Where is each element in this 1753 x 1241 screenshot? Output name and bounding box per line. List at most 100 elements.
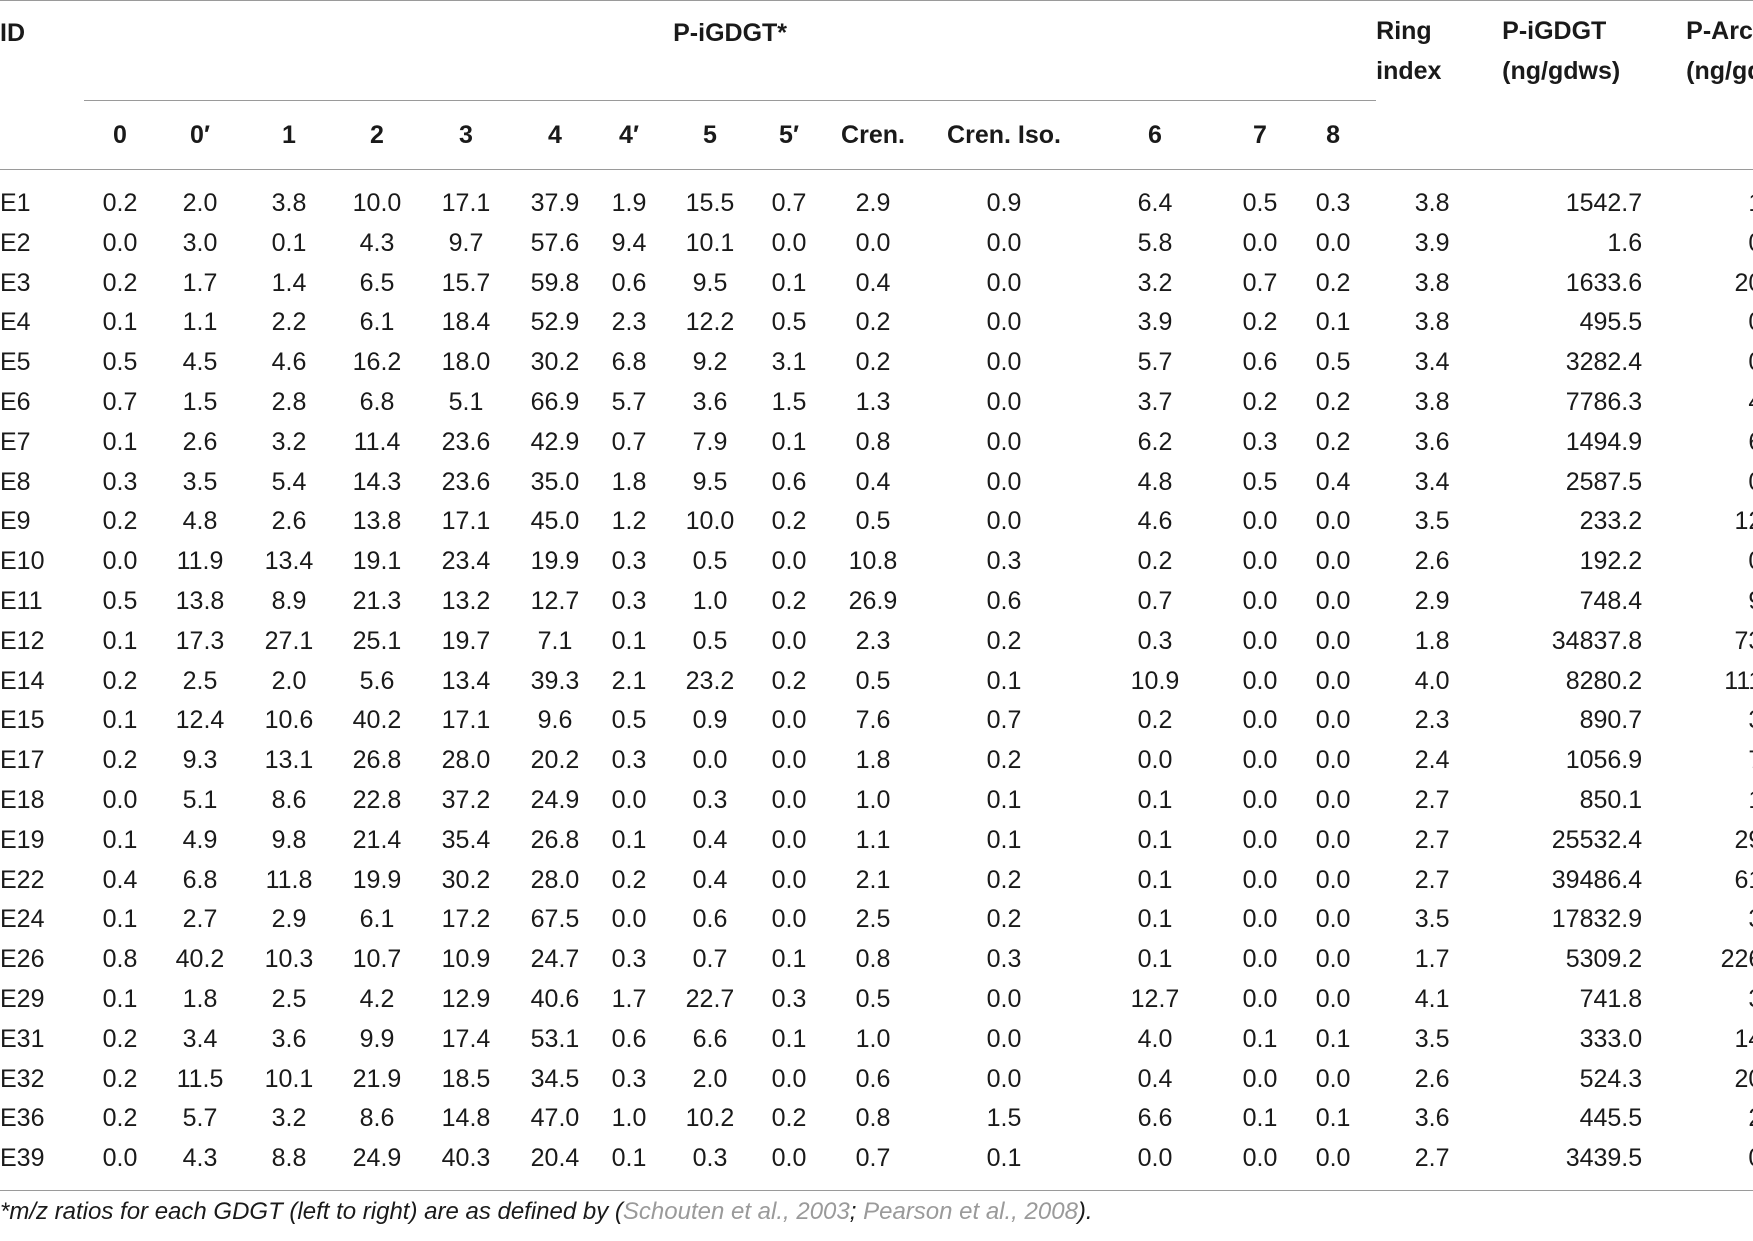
subheader-cell: Cren. [818,100,928,170]
table-cell: 53.1 [530,1024,580,1053]
table-cell: 2.0 [271,666,307,695]
table-cell: 0.0 [1242,666,1278,695]
table-cell: 0.5 [102,348,138,377]
table-row: E19 0.1 4.9 9.8 21.4 35.4 26.8 0.1 0.4 0.0 1.1 0.1 0… [0,820,1753,860]
table-cell: 29.4 [1734,825,1753,854]
table-cell: 0.0 [986,268,1022,297]
table-cell: 25532.4 [1551,825,1643,854]
table-cell: 4.6 [271,348,307,377]
table-cell: 26.8 [530,825,580,854]
table-cell: 26.8 [352,746,402,775]
table-cell: 0.0 [1242,945,1278,974]
table-cell: 0.0 [1315,1064,1351,1093]
header-p-igdgt-line2: (ng/gdws) [1502,57,1621,85]
table-cell: 59.8 [530,268,580,297]
table-cell: 8280.2 [1565,666,1643,695]
header-group-p-igdgt: P-iGDGT* [84,0,1377,101]
table-cell: 0.2 [102,1064,138,1093]
table-cell: 3.2 [271,427,307,456]
table-cell: 22.8 [352,786,402,815]
table-cell: 39486.4 [1551,865,1643,894]
table-cell: 1.0 [692,587,728,616]
table-cell: 2.6 [182,427,218,456]
table-cell: 7786.3 [1565,388,1643,417]
table-cell: 66.9 [530,388,580,417]
table-cell: 0.0 [1686,303,1753,343]
table-cell: 0.2 [102,507,138,536]
table-cell: 0.0 [1315,587,1351,616]
subheader-cell: 0′ [156,100,244,170]
table-cell: 6.8 [611,348,647,377]
table-cell: 17.1 [441,706,491,735]
table-cell: 3.8 [1414,268,1450,297]
table-cell: 1.8 [611,467,647,496]
table-cell: 0.9 [986,189,1022,218]
table-cell: 0.4 [855,268,891,297]
table-cell: 3.4 [1414,348,1450,377]
table-cell: 3.9 [1137,308,1173,337]
table-cell: 2.1 [1686,1099,1753,1139]
table-cell: 2.7 [182,905,218,934]
table-cell: 0.0 [1315,825,1351,854]
table-cell: 4.0 [1137,1024,1173,1053]
header-p-archaeol-line2: (ng/gdws) [1686,57,1753,85]
table-cell: 1056.9 [1565,746,1643,775]
subheader-cell: 5′ [760,100,818,170]
row-id-cell: E4 [0,308,31,337]
table-cell: 0.0 [1242,985,1278,1014]
table-cell: 11.8 [265,865,313,894]
table-cell: 0.3 [102,467,138,496]
table-cell: 741.8 [1579,985,1643,1014]
subheader-cell: 7 [1230,100,1290,170]
table-cell: 0.0 [102,786,138,815]
table-row: E18 0.0 5.1 8.6 22.8 37.2 24.9 0.0 0.3 0.0 1.0 0.1 0… [0,781,1753,821]
table-cell: 0.1 [102,905,138,934]
table-cell: 13.8 [352,507,402,536]
table-cell: 2.1 [611,666,647,695]
table-cell: 0.3 [611,547,647,576]
table-cell: 47.0 [530,1104,580,1133]
row-id-cell: E29 [0,985,45,1014]
table-cell: 0.4 [692,865,728,894]
table-cell: 0.1 [771,945,807,974]
footnote-separator: ; [849,1198,864,1225]
table-cell: 23.2 [685,666,735,695]
footnote-ref-pearson[interactable]: Pearson et al., 2008 [863,1198,1078,1225]
header-ring-index-line2: index [1376,57,1442,85]
table-cell: 0.3 [611,945,647,974]
table-cell: 35.4 [441,825,491,854]
table-cell: 2.2 [271,308,307,337]
table-cell: 57.6 [530,228,580,257]
table-cell: 0.0 [1290,1138,1377,1192]
table-cell: 0.0 [1137,746,1173,775]
table-cell: 0.5 [1242,467,1278,496]
table-cell: 0.8 [855,1104,891,1133]
table-cell: 0.3 [611,587,647,616]
table-cell: 0.3 [1137,626,1173,655]
table-cell: 0.0 [986,985,1022,1014]
table-cell: 7.1 [537,626,573,655]
table-cell: 5.1 [448,388,484,417]
header-id: ID [0,0,84,170]
table-cell: 0.1 [1315,308,1351,337]
table-cell: 0.0 [1242,746,1278,775]
footnote-ref-schouten[interactable]: Schouten et al., 2003 [622,1198,850,1225]
table-cell: 5.6 [359,666,395,695]
table-cell: 0.0 [986,1064,1022,1093]
table-cell: 17.4 [441,1024,491,1053]
table-cell: 890.7 [1579,706,1643,735]
subheader-cell: 2 [334,100,420,170]
table-cell: 0.2 [102,268,138,297]
table-cell: 18.5 [441,1064,491,1093]
table-row: E24 0.1 2.7 2.9 6.1 17.2 67.5 0.0 0.6 0.0 2.5 0.2 0.… [0,900,1753,940]
table-cell: 0.2 [771,507,807,536]
table-cell: 2.9 [271,905,307,934]
table-cell: 12.2 [685,308,735,337]
table-cell: 11.5 [176,1064,224,1093]
table-cell: 0.8 [102,945,138,974]
table-cell: 0.4 [102,865,138,894]
table-cell: 1.0 [855,786,891,815]
table-cell: 37.2 [441,786,491,815]
table-cell: 9.3 [182,746,218,775]
table-cell: 2.6 [1414,547,1450,576]
